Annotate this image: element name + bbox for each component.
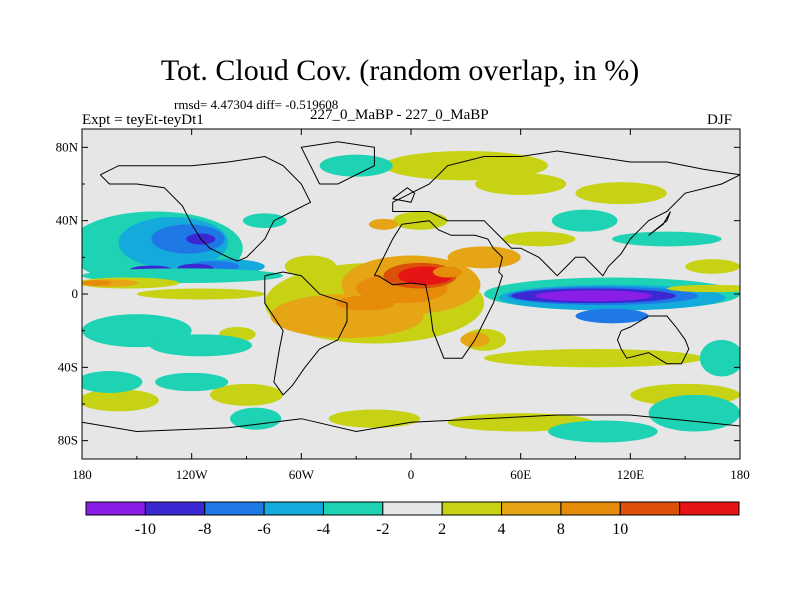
colorbar-label-2: -6 — [257, 521, 270, 538]
continent-outline-1 — [264, 271, 348, 396]
chart-title: Tot. Cloud Cov. (random overlap, in %) — [160, 54, 640, 87]
colorbar-box-4 — [322, 501, 384, 516]
contour-region-37 — [575, 182, 667, 205]
continent-outline-6 — [300, 141, 375, 185]
stats-line: rmsd= 4.47304 diff= -0.519608 — [174, 97, 339, 112]
contour-region-27 — [447, 246, 521, 269]
x-axis: 180 120W 60W 0 60E 120E 180 — [72, 129, 750, 482]
contour-region-36 — [474, 173, 567, 195]
colorbar-label-7: 8 — [557, 521, 565, 538]
contour-region-6 — [155, 372, 229, 392]
colorbar-label-8: 10 — [612, 521, 628, 538]
y-tick-label-1: 40N — [56, 213, 79, 228]
colorbar-box-8 — [560, 501, 621, 516]
continent-outline-5 — [82, 414, 740, 459]
colorbar-label-3: -4 — [317, 521, 330, 538]
colorbar-box-10 — [679, 501, 740, 516]
contour-region-34 — [368, 218, 399, 230]
colorbar-box-9 — [619, 501, 681, 516]
colorbar-box-6 — [441, 501, 503, 516]
continent-outlines — [82, 141, 740, 459]
colorbar-label-0: -10 — [135, 521, 156, 538]
y-tick-label-2: 0 — [72, 286, 79, 301]
contour-region-38 — [502, 231, 576, 247]
contour-region-5 — [82, 371, 143, 393]
colorbar-label-4: -2 — [376, 521, 389, 538]
colorbar-box-0 — [85, 501, 146, 516]
continent-outline-8 — [648, 211, 671, 236]
contour-region-21 — [242, 213, 287, 229]
contour-region-1 — [209, 383, 284, 406]
colorbar-box-3 — [263, 501, 324, 516]
contour-region-35 — [383, 151, 549, 181]
x-tick-label-0: 180 — [72, 467, 92, 482]
contour-region-45 — [685, 259, 740, 274]
y-axis: 80N 40N 0 40S 80S — [56, 139, 740, 448]
contour-region-50 — [699, 339, 740, 377]
contour-region-47 — [551, 209, 618, 232]
colorbar-box-1 — [144, 501, 206, 516]
contour-region-57 — [575, 308, 649, 324]
colorbar-box-2 — [204, 501, 265, 516]
colorbar-label-6: 4 — [498, 521, 506, 538]
colorbar: -10 -8 -6 -4 -2 2 4 8 10 — [85, 501, 740, 538]
contour-region-41 — [484, 349, 704, 368]
continent-outline-7 — [392, 187, 416, 203]
contour-region-56 — [535, 290, 653, 302]
continent-outline-2 — [392, 150, 740, 277]
continent-outline-0 — [373, 220, 503, 359]
season-label: DJF — [707, 112, 733, 128]
colorbar-box-7 — [501, 501, 562, 516]
colorbar-label-5: 2 — [438, 521, 446, 538]
experiment-label: Expt = teyEt-teyDt1 — [82, 112, 204, 128]
continent-outline-3 — [99, 155, 312, 262]
contour-region-20 — [136, 288, 265, 300]
case-label: 227_0_MaBP - 227_0_MaBP — [310, 107, 489, 123]
contour-region-32 — [432, 266, 463, 278]
y-tick-label-0: 80N — [56, 139, 79, 154]
x-tick-label-5: 120E — [617, 467, 645, 482]
x-tick-label-4: 60E — [510, 467, 531, 482]
x-tick-label-1: 120W — [176, 467, 209, 482]
x-tick-label-6: 180 — [730, 467, 750, 482]
colorbar-box-5 — [382, 501, 443, 516]
y-tick-label-4: 80S — [58, 433, 78, 448]
contour-region-0 — [82, 389, 159, 412]
contour-region-29 — [336, 295, 395, 311]
contour-region-48 — [612, 231, 722, 247]
y-tick-label-3: 40S — [58, 359, 78, 374]
contour-region-58 — [666, 284, 740, 293]
contour-region-43 — [328, 409, 421, 428]
contour-region-7 — [230, 407, 282, 430]
contour-fields — [82, 151, 740, 443]
contour-region-46 — [319, 154, 393, 177]
continent-outline-4 — [616, 315, 690, 365]
x-tick-label-3: 0 — [408, 467, 415, 482]
x-tick-label-2: 60W — [289, 467, 315, 482]
contour-region-51 — [548, 420, 658, 443]
colorbar-label-1: -8 — [198, 521, 211, 538]
contour-region-49 — [648, 394, 740, 432]
contour-region-4 — [149, 334, 252, 357]
contour-region-19 — [82, 280, 112, 286]
contour-region-33 — [392, 211, 448, 230]
